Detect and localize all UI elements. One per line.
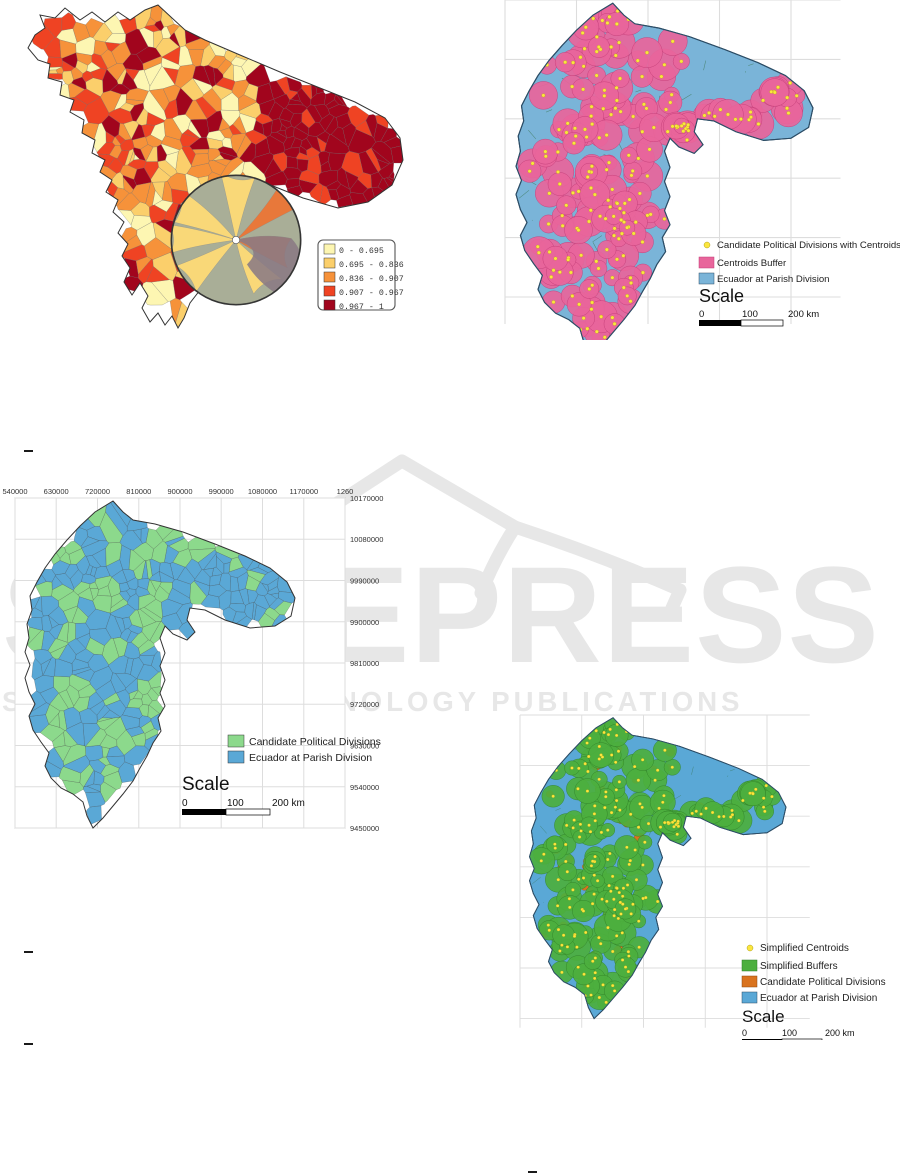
svg-text:200 km: 200 km	[825, 1028, 855, 1038]
svg-text:0 - 0.695: 0 - 0.695	[339, 247, 384, 256]
svg-text:9900000: 9900000	[350, 618, 379, 627]
svg-text:200 km: 200 km	[272, 798, 305, 809]
svg-text:9990000: 9990000	[350, 577, 379, 586]
svg-text:100: 100	[227, 798, 244, 809]
svg-text:0: 0	[182, 798, 188, 809]
svg-text:1080000: 1080000	[248, 487, 277, 496]
svg-text:200 km: 200 km	[788, 309, 819, 320]
svg-text:Candidate Political Divisions: Candidate Political Divisions	[760, 977, 886, 988]
svg-text:9540000: 9540000	[350, 783, 379, 792]
svg-text:Simplified Buffers: Simplified Buffers	[760, 961, 838, 972]
svg-text:720000: 720000	[85, 487, 110, 496]
svg-text:0.907 - 0.967: 0.907 - 0.967	[339, 289, 404, 298]
svg-text:0.695 - 0.836: 0.695 - 0.836	[339, 261, 404, 270]
svg-text:Candidate Political Divisions: Candidate Political Divisions with Centr…	[717, 240, 900, 251]
svg-text:Ecuador at Parish Division: Ecuador at Parish Division	[717, 274, 830, 285]
svg-text:Centroids Buffer: Centroids Buffer	[717, 258, 787, 269]
svg-text:9450000: 9450000	[350, 824, 379, 833]
svg-text:Scale: Scale	[182, 774, 230, 795]
svg-text:1170000: 1170000	[289, 487, 318, 496]
svg-text:100: 100	[782, 1028, 797, 1038]
svg-text:900000: 900000	[167, 487, 192, 496]
svg-text:100: 100	[742, 309, 758, 320]
svg-text:9720000: 9720000	[350, 700, 379, 709]
svg-text:Candidate Political Divisions: Candidate Political Divisions	[249, 736, 381, 748]
svg-text:10080000: 10080000	[350, 535, 383, 544]
svg-text:810000: 810000	[126, 487, 151, 496]
svg-text:0: 0	[742, 1028, 747, 1038]
svg-text:540000: 540000	[2, 487, 27, 496]
svg-text:990000: 990000	[209, 487, 234, 496]
svg-text:0.967 - 1: 0.967 - 1	[339, 303, 384, 312]
svg-text:Scale: Scale	[699, 286, 744, 306]
svg-text:0.836 - 0.907: 0.836 - 0.907	[339, 275, 404, 284]
svg-text:Ecuador at Parish Division: Ecuador at Parish Division	[249, 752, 372, 764]
svg-text:Simplified Centroids: Simplified Centroids	[760, 943, 849, 954]
svg-text:9810000: 9810000	[350, 659, 379, 668]
svg-text:Ecuador at Parish Division: Ecuador at Parish Division	[760, 993, 877, 1004]
svg-text:0: 0	[699, 309, 704, 320]
svg-text:Scale: Scale	[742, 1007, 785, 1026]
svg-text:10170000: 10170000	[350, 494, 383, 503]
svg-text:630000: 630000	[44, 487, 69, 496]
